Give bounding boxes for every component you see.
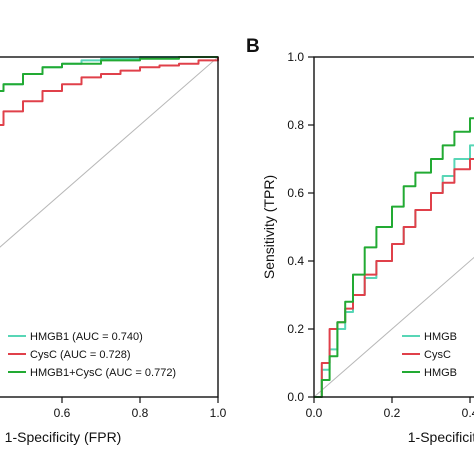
y-tick-label: 0.4 — [287, 254, 304, 268]
legend-label-1: CysC — [424, 349, 451, 361]
panel-b: 0.0 0.2 0.4 0.0 0.2 0.4 0.6 0.8 1.0 1-Specificit S… — [246, 36, 474, 445]
legend-label-2: HMGB1+CysC (AUC = 0.772) — [30, 367, 176, 379]
reference-diagonal — [0, 56, 219, 248]
y-tick-label: 1.0 — [287, 50, 304, 64]
reference-diagonal — [313, 256, 474, 398]
series-line-2 — [314, 117, 474, 398]
legend-label-0: HMGB — [424, 331, 457, 343]
x-tick-label: 0.2 — [384, 406, 401, 420]
series-line-2 — [0, 56, 218, 92]
y-tick-label: 0.6 — [287, 186, 304, 200]
x-axis-title: 1-Specificity (FPR) — [5, 429, 122, 445]
y-tick-label: 0.0 — [287, 390, 304, 404]
panel-label: B — [246, 36, 260, 57]
series-line-1 — [0, 57, 219, 126]
plot-frame — [313, 56, 474, 398]
legend-label-2: HMGB — [424, 367, 457, 379]
series-line-0 — [0, 56, 218, 92]
legend-label-1: CysC (AUC = 0.728) — [30, 349, 131, 361]
y-tick-label: 0.8 — [287, 118, 304, 132]
x-tick-label: 0.0 — [306, 406, 323, 420]
x-tick-label: 1.0 — [210, 406, 227, 420]
x-tick-label: 0.8 — [132, 406, 149, 420]
y-tick-label: 0.2 — [287, 322, 304, 336]
x-tick-label: 0.4 — [462, 406, 474, 420]
y-axis-title: Sensitivity (TPR) — [261, 175, 277, 279]
x-tick-label: 0.6 — [54, 406, 71, 420]
plot-frame — [0, 56, 219, 398]
panel-a: 0.40.60.81.01-Specificity (FPR)HMGB1 (AU… — [0, 56, 227, 445]
legend-label-0: HMGB1 (AUC = 0.740) — [30, 331, 143, 343]
x-axis-title: 1-Specificit — [408, 429, 474, 445]
